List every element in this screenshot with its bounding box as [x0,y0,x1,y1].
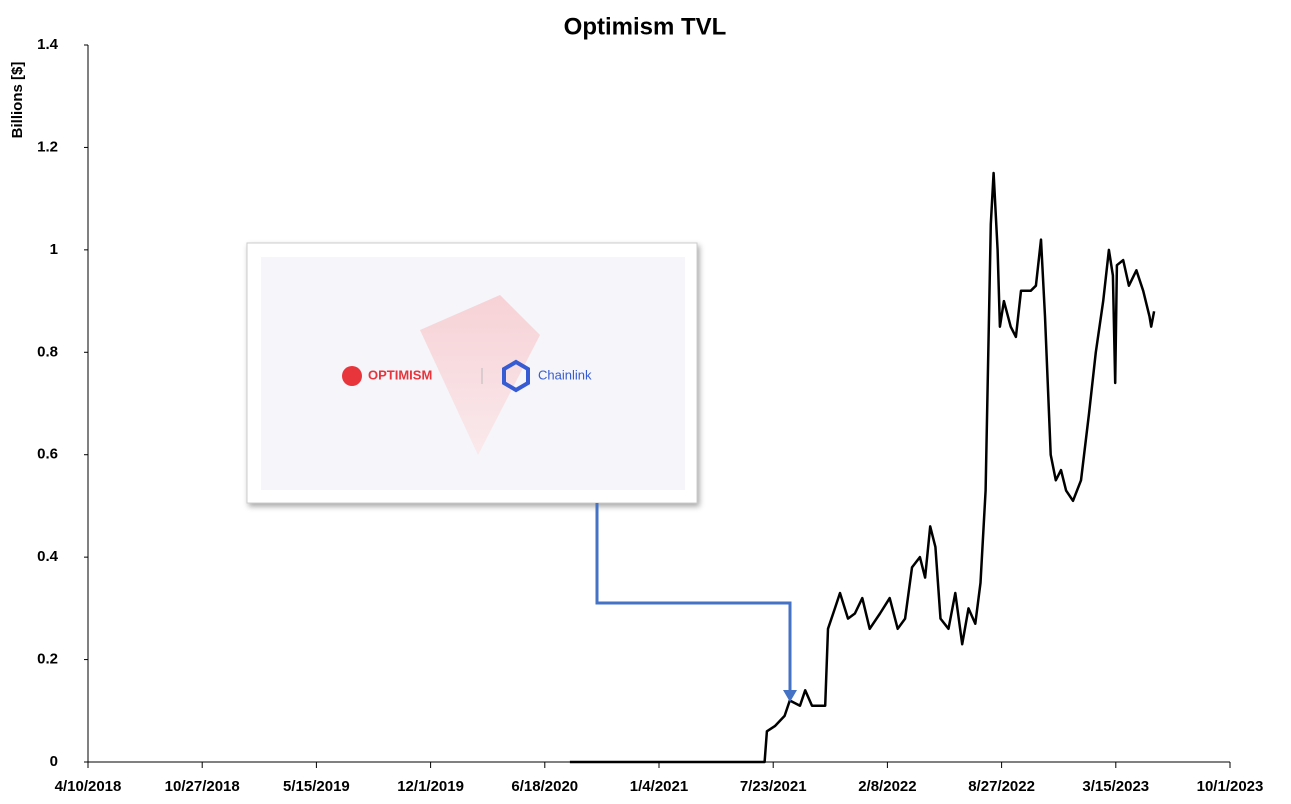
x-tick-label: 7/23/2021 [740,778,807,795]
y-tick-label: 1.4 [37,36,59,53]
y-tick-label: 1 [50,241,58,258]
x-tick-label: 1/4/2021 [630,778,688,795]
x-tick-label: 3/15/2023 [1082,778,1149,795]
arrow [597,503,790,692]
chart: Optimism TVL Billions [$] OPTIMISM Chain… [0,0,1291,804]
chart-title: Optimism TVL [564,13,727,40]
x-tick-label: 4/10/2018 [55,778,122,795]
inset-image: OPTIMISM Chainlink [247,243,697,503]
optimism-text: OPTIMISM [368,367,432,382]
optimism-logo [342,366,362,386]
chainlink-text: Chainlink [538,367,592,382]
y-axis-label: Billions [$] [9,62,26,139]
y-tick-label: 0.4 [37,548,59,565]
x-tick-label: 10/1/2023 [1197,778,1264,795]
x-tick-label: 8/27/2022 [968,778,1035,795]
x-tick-label: 6/18/2020 [511,778,578,795]
y-tick-label: 0.2 [37,651,58,668]
y-tick-label: 0.8 [37,343,58,360]
y-tick-label: 1.2 [37,138,58,155]
x-tick-label: 2/8/2022 [858,778,916,795]
arrow-head [783,690,797,702]
x-tick-label: 12/1/2019 [397,778,464,795]
y-tick-label: 0.6 [37,446,58,463]
y-tick-label: 0 [50,753,58,770]
x-tick-label: 10/27/2018 [165,778,240,795]
x-tick-label: 5/15/2019 [283,778,350,795]
